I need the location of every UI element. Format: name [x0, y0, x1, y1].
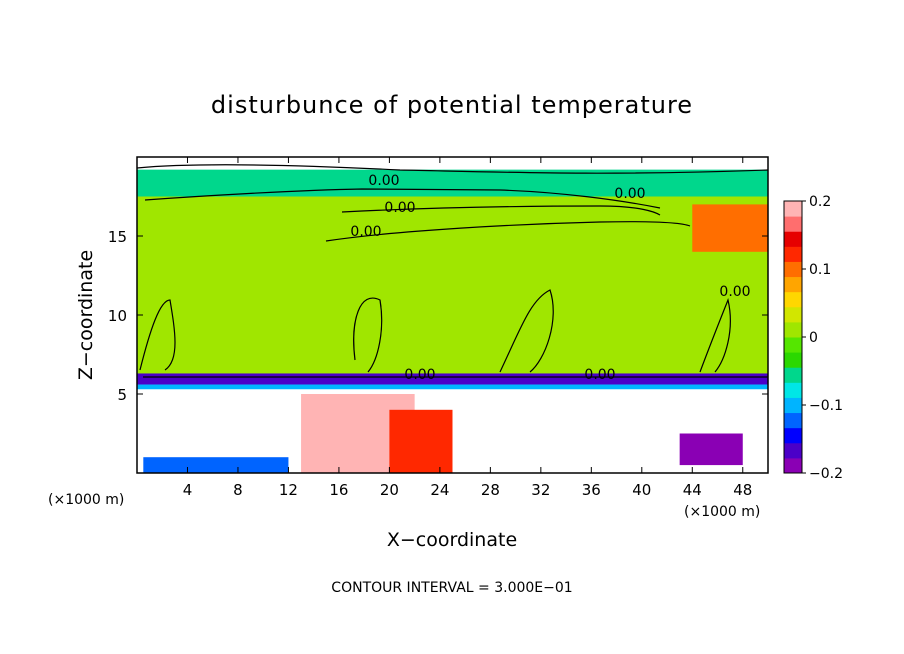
x-tick-label: 36	[582, 481, 601, 499]
contour-line-5	[499, 289, 554, 373]
y-tick-label: 10	[108, 307, 127, 325]
heatmap-region-5	[389, 409, 453, 473]
colorbar-swatch	[784, 246, 802, 262]
x-tick-label: 20	[380, 481, 399, 499]
heatmap-region-7	[143, 457, 289, 473]
colorbar-tick-label: 0	[809, 330, 818, 346]
colorbar-swatch	[784, 216, 802, 232]
colorbar-swatch	[784, 337, 802, 353]
y-axis: 5 10 15	[108, 228, 768, 404]
heatmap-region-6	[679, 433, 743, 466]
y-tick-label: 5	[117, 386, 127, 404]
colorbar-swatch	[784, 306, 802, 323]
contour-layer: 0.000.000.000.00 0.000.000.00	[137, 164, 768, 383]
colorbar-swatch	[784, 457, 802, 474]
colorbar-swatch	[784, 412, 802, 429]
contour-label: 0.00	[719, 284, 750, 300]
colorbar-swatch	[784, 276, 802, 293]
x-tick-label: 44	[683, 481, 702, 499]
chart-title: disturbunce of potential temperature	[211, 91, 693, 119]
x-tick-label: 24	[430, 481, 449, 499]
heatmap-region-1	[137, 196, 768, 379]
colorbar-swatch	[784, 382, 802, 398]
colorbar-swatch	[784, 397, 802, 414]
plot-area	[137, 157, 768, 473]
x-axis: 4 8 12 16 20 24 28 32 36 40 44 48	[183, 157, 752, 499]
contour-label: 0.00	[614, 186, 645, 202]
x-tick-label: 12	[279, 481, 298, 499]
heatmap-region-0	[137, 169, 768, 197]
x-tick-label: 32	[531, 481, 550, 499]
contour-label: 0.00	[404, 367, 435, 383]
contour-line-2	[325, 221, 691, 242]
y-tick-label: 15	[108, 228, 127, 246]
contour-line-1	[341, 205, 661, 216]
contour-line-4	[353, 297, 383, 373]
x-tick-label: 4	[183, 481, 193, 499]
x-axis-label: X−coordinate	[387, 529, 517, 551]
x-tick-label: 16	[329, 481, 348, 499]
x-tick-label: 28	[481, 481, 500, 499]
x-tick-label: 48	[733, 481, 752, 499]
heatmap-region-8	[692, 204, 768, 252]
colorbar-swatch	[784, 231, 802, 247]
heatmap-region-3	[137, 384, 768, 390]
contour-interval-note: CONTOUR INTERVAL = 3.000E−01	[331, 580, 572, 596]
x-tick-label: 8	[233, 481, 243, 499]
colorbar-swatch	[784, 261, 802, 278]
colorbar-swatch	[784, 427, 802, 444]
x-unit-right: (×1000 m)	[684, 504, 760, 520]
colorbar-tick-label: 0.2	[809, 194, 831, 210]
heatmap-region-2	[137, 373, 768, 385]
colorbar-swatch	[784, 291, 802, 308]
x-unit-left: (×1000 m)	[48, 492, 124, 508]
contour-label: 0.00	[384, 200, 415, 216]
colorbar: 0.2 0.1 0 −0.1 −0.2	[783, 194, 843, 482]
contour-label: 0.00	[584, 367, 615, 383]
colorbar-swatch	[784, 367, 802, 383]
colorbar-tick-label: −0.2	[809, 466, 843, 482]
colorbar-swatch	[784, 442, 802, 459]
contour-line-6	[699, 298, 731, 373]
contour-line-8	[137, 164, 768, 174]
contour-line-0	[144, 188, 661, 209]
contour-label: 0.00	[350, 224, 381, 240]
colorbar-tick-label: −0.1	[809, 398, 843, 414]
colorbar-swatch	[784, 201, 802, 217]
colorbar-swatch	[784, 321, 802, 338]
contour-line-3	[139, 299, 176, 371]
x-tick-label: 40	[632, 481, 651, 499]
contour-label: 0.00	[368, 173, 399, 189]
colorbar-swatch	[784, 352, 802, 368]
y-axis-label: Z−coordinate	[75, 250, 97, 380]
colorbar-tick-label: 0.1	[809, 262, 831, 278]
